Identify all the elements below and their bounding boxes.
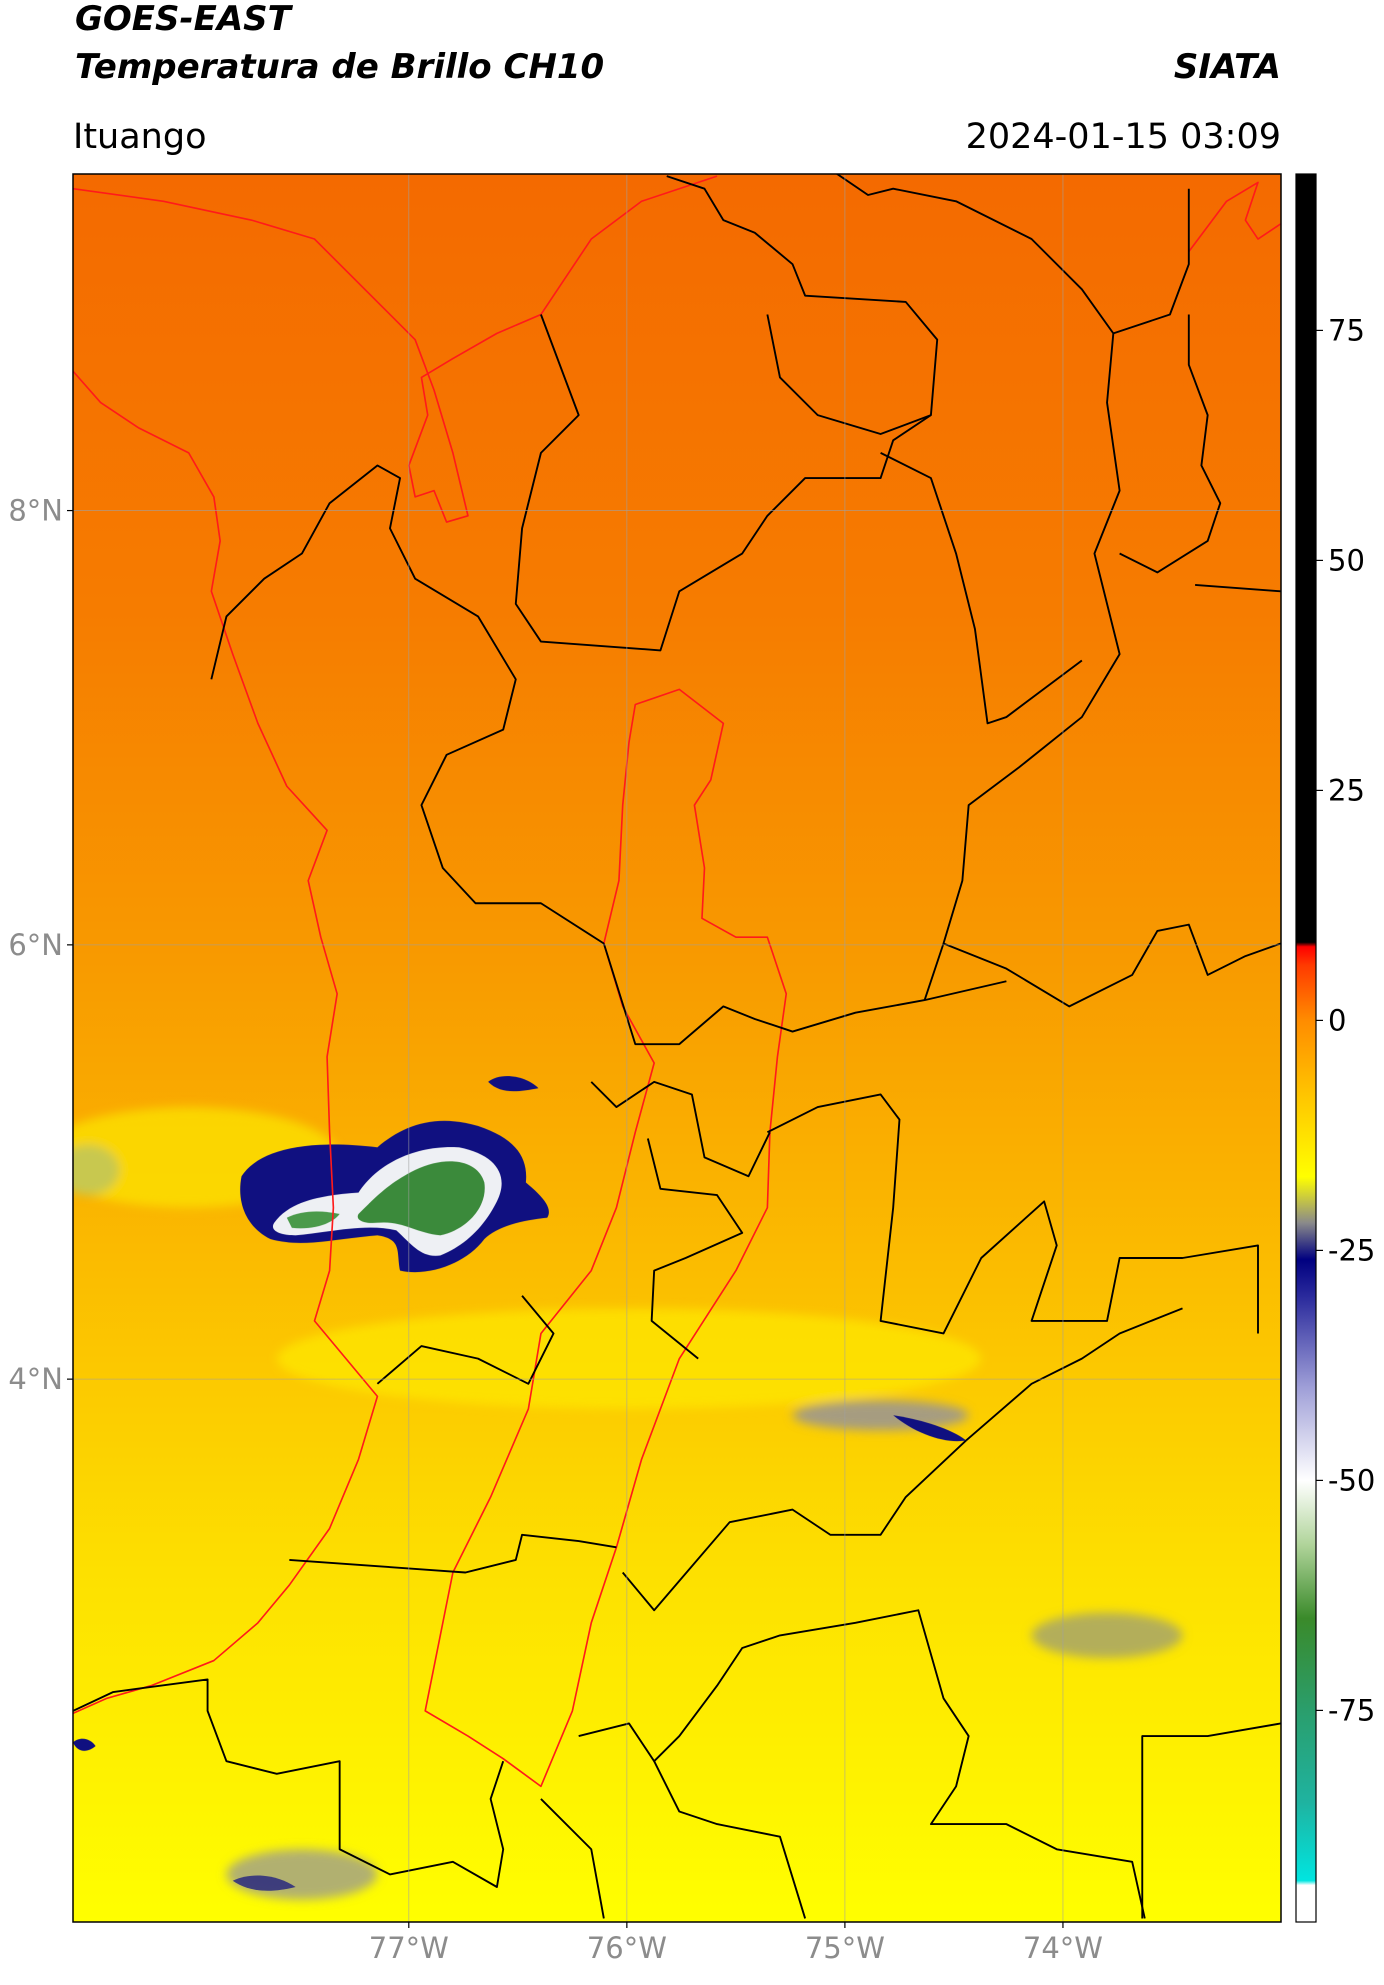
source: SIATA <box>1174 47 1281 87</box>
lat-label: 6°N <box>8 928 63 962</box>
location: Ituango <box>73 117 207 157</box>
timestamp: 2024-01-15 03:09 <box>966 117 1281 157</box>
title-line1: GOES-EAST <box>75 0 294 39</box>
lon-label: 74°W <box>1023 1931 1103 1965</box>
map-frame <box>72 173 1282 1923</box>
map-area <box>73 174 1281 1922</box>
colorbar-tick-label: 50 <box>1328 543 1365 577</box>
imagery-features <box>73 174 1281 1919</box>
brightness-field <box>73 174 1281 1922</box>
colorbar-tick-label: 0 <box>1328 1003 1346 1037</box>
colorbar-tick-label: -75 <box>1328 1693 1375 1727</box>
lat-label: 8°N <box>8 494 63 528</box>
lon-label: 76°W <box>587 1931 667 1965</box>
colorbar-tick-label: 25 <box>1328 773 1365 807</box>
graticule <box>67 174 1281 1928</box>
colorbar-tick-label: -50 <box>1328 1463 1375 1497</box>
cloud-green <box>357 1161 485 1236</box>
colorbar-tick-label: 75 <box>1328 313 1365 347</box>
title-line2: Temperatura de Brillo CH10 <box>75 47 604 87</box>
colorbar <box>1295 173 1317 1923</box>
colorbar-tick-label: -25 <box>1328 1233 1375 1267</box>
lon-label: 75°W <box>805 1931 885 1965</box>
lat-label: 4°N <box>8 1362 63 1396</box>
lon-label: 77°W <box>369 1931 449 1965</box>
